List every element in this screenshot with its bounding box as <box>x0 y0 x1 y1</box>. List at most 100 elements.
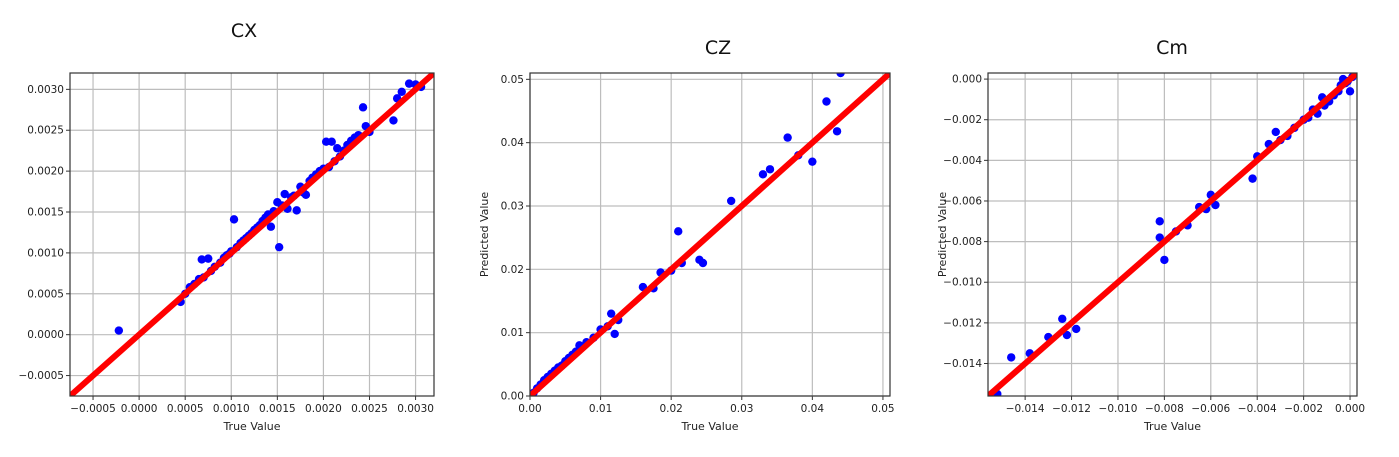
y-tick-label: −0.014 <box>943 358 982 370</box>
data-point <box>1007 353 1016 362</box>
x-tick-label: 0.0010 <box>213 403 250 415</box>
x-tick-label: 0.0005 <box>167 403 204 415</box>
data-point <box>1345 87 1355 96</box>
data-point <box>114 326 124 335</box>
data-point <box>765 165 775 174</box>
x-tick-label: 0.0030 <box>397 403 434 415</box>
x-tick-label: −0.006 <box>1191 403 1230 415</box>
x-tick-label: 0.000 <box>1335 403 1365 415</box>
y-tick-label: 0.00 <box>501 391 524 403</box>
y-tick-label: 0.02 <box>501 264 524 276</box>
x-tick-label: 0.04 <box>801 403 825 415</box>
y-tick-label: 0.0015 <box>27 207 64 219</box>
data-point <box>1155 217 1164 226</box>
y-tick-label: 0.0005 <box>27 288 64 300</box>
y-tick-label: −0.012 <box>943 317 982 329</box>
x-tick-label: 0.03 <box>730 403 753 415</box>
data-point <box>266 222 276 231</box>
x-tick-label: −0.008 <box>1145 403 1184 415</box>
data-point <box>726 196 736 206</box>
data-point <box>1160 255 1169 265</box>
y-tick-label: −0.006 <box>943 195 982 207</box>
y-tick-label: 0.01 <box>501 327 524 339</box>
x-tick-label: 0.00 <box>518 403 541 415</box>
y-axis-label: Predicted Value <box>478 192 491 278</box>
y-axis-label: Predicted Value <box>936 192 949 278</box>
data-point <box>758 170 768 179</box>
data-point <box>606 309 616 318</box>
x-tick-label: −0.010 <box>1099 403 1138 415</box>
x-tick-label: 0.0020 <box>305 403 342 415</box>
x-tick-label: 0.0015 <box>259 403 296 415</box>
y-tick-label: 0.000 <box>952 74 982 86</box>
data-point <box>204 254 213 263</box>
data-point <box>397 87 406 97</box>
data-point <box>1211 200 1220 210</box>
x-tick-label: −0.012 <box>1052 403 1091 415</box>
data-point <box>1248 174 1257 183</box>
data-point <box>229 215 239 224</box>
x-tick-label: 0.01 <box>589 403 612 415</box>
data-point <box>1062 330 1072 340</box>
data-point <box>610 329 619 339</box>
data-point <box>404 79 414 88</box>
y-tick-label: −0.0005 <box>18 370 64 382</box>
y-tick-label: 0.0030 <box>27 84 64 96</box>
data-point <box>836 73 845 78</box>
chart-cx: −0.0005 0.0000 0.0005 0.0010 0.0015 0.0020 0.0… <box>18 72 435 433</box>
identity-line <box>530 73 890 396</box>
chart-cz: 0.00 0.01 0.02 0.03 0.04 0.05 0.00 0.01 0.02 0.03… <box>478 72 895 433</box>
data-point <box>280 189 289 199</box>
y-tick-label: −0.010 <box>943 277 982 289</box>
data-point <box>327 137 336 146</box>
data-point <box>698 258 708 268</box>
chart-title-cm: Cm <box>1156 37 1188 59</box>
y-tick-label: −0.008 <box>943 236 982 248</box>
x-tick-label: −0.014 <box>1006 403 1045 415</box>
y-tick-label: −0.002 <box>943 114 982 126</box>
data-point <box>389 116 398 125</box>
x-axis-label: True Value <box>680 420 738 433</box>
x-tick-label: 0.0000 <box>121 403 158 415</box>
x-tick-label: 0.02 <box>659 403 682 415</box>
chart-cm: −0.014 −0.012 −0.010 −0.008 −0.006 −0.004 −0.0… <box>936 72 1365 433</box>
data-point <box>832 127 842 136</box>
y-tick-label: 0.03 <box>501 201 524 213</box>
identity-line <box>70 73 434 396</box>
identity-line <box>988 73 1357 396</box>
x-tick-label: −0.004 <box>1238 403 1277 415</box>
plot-frame <box>529 72 891 397</box>
data-point <box>808 157 817 166</box>
y-tick-label: 0.0000 <box>27 329 64 341</box>
chart-title-cz: CZ <box>704 37 732 59</box>
y-tick-label: 0.04 <box>501 137 525 149</box>
plot-frame <box>987 72 1358 397</box>
data-point <box>822 97 831 106</box>
x-tick-label: −0.0005 <box>70 403 116 415</box>
chart-title-cx: CX <box>230 20 258 42</box>
x-axis-label: True Value <box>222 420 280 433</box>
data-point <box>1058 314 1067 324</box>
data-point <box>197 255 206 264</box>
data-point <box>674 227 683 236</box>
data-point <box>1071 324 1081 334</box>
y-tick-label: 0.05 <box>501 74 524 86</box>
data-point <box>783 133 792 142</box>
data-point <box>292 206 301 215</box>
data-point <box>1271 127 1280 137</box>
data-point <box>1155 233 1164 242</box>
y-tick-label: −0.004 <box>943 155 982 167</box>
y-tick-label: 0.0020 <box>27 166 64 178</box>
data-point <box>274 242 284 252</box>
y-tick-label: 0.0025 <box>27 125 64 137</box>
data-point <box>358 103 368 112</box>
x-axis-label: True Value <box>1143 420 1201 433</box>
x-tick-label: 0.0025 <box>351 403 388 415</box>
plot-frame <box>69 72 435 397</box>
y-tick-label: 0.0010 <box>27 247 64 259</box>
x-tick-label: −0.002 <box>1284 403 1323 415</box>
data-point <box>333 144 342 153</box>
x-tick-label: 0.05 <box>871 403 894 415</box>
data-point <box>301 190 311 200</box>
